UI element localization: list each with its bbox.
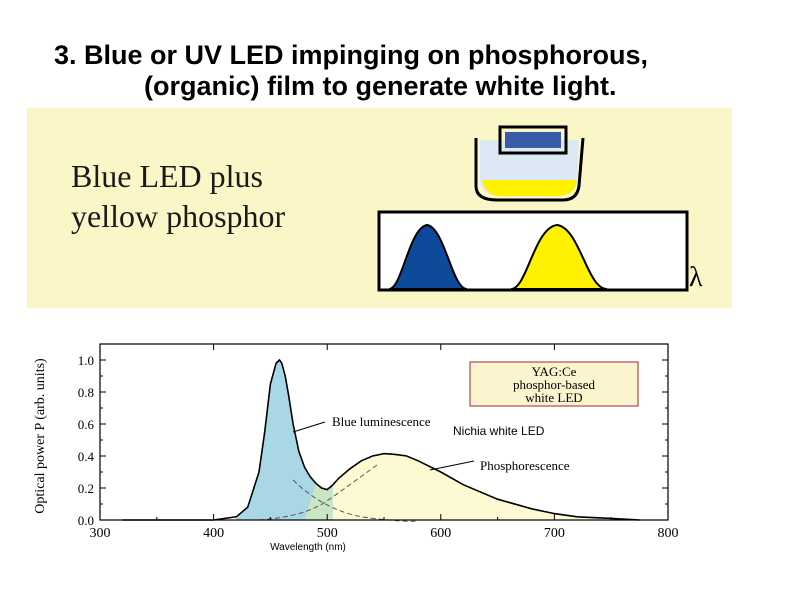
x-tick-label: 500 xyxy=(317,526,338,541)
y-tick-label: 0.0 xyxy=(78,513,94,528)
y-tick-label: 0.6 xyxy=(78,417,95,432)
led-caption-line-2: yellow phosphor xyxy=(71,198,286,234)
legend-box-line: phosphor-based xyxy=(513,377,596,392)
legend-box-line: YAG:Ce xyxy=(532,364,577,379)
spectrum-box: λ xyxy=(377,210,703,293)
x-tick-label: 700 xyxy=(544,526,565,541)
blue-annotation-leader xyxy=(292,421,326,433)
y-axis-label: Optical power P (arb. units) xyxy=(33,358,48,514)
spectrum-line xyxy=(122,358,640,521)
y-tick-label: 0.2 xyxy=(78,481,94,496)
y-tick-label: 0.4 xyxy=(78,449,95,464)
phosphorescence-label: Phosphorescence xyxy=(480,458,570,473)
y-tick-label: 0.8 xyxy=(78,385,94,400)
phosphor-annotation-leader xyxy=(429,460,475,471)
led-illustration-panel: Blue LED plus yellow phosphor λ xyxy=(27,108,732,308)
blue-luminescence-fill xyxy=(236,360,333,520)
led-chip xyxy=(505,132,561,148)
lambda-symbol: λ xyxy=(689,262,703,293)
title-line-1: 3. Blue or UV LED impinging on phosphoro… xyxy=(54,40,648,70)
phosphor-dashed-curve xyxy=(259,463,379,521)
led-caption: Blue LED plus yellow phosphor xyxy=(71,156,285,236)
legend-box xyxy=(469,361,639,407)
led-chip-frame xyxy=(498,125,568,155)
chart-plot: 300 400 500 600 700 800 0.0 0.2 0.4 0.6 0.8 1.0 Opti… xyxy=(33,343,679,553)
title-line-2: (organic) film to generate white light. xyxy=(144,71,617,101)
led-caption-line-1: Blue LED plus xyxy=(71,158,263,194)
x-tick-label: 400 xyxy=(203,526,224,541)
blue-dashed-curve xyxy=(292,479,419,522)
overlap-fill xyxy=(304,483,333,520)
y-tick-label: 1.0 xyxy=(78,353,94,368)
nichia-overlay-label: Nichia white LED xyxy=(453,424,545,438)
x-axis-label: Wavelength (nm) xyxy=(270,542,346,553)
led-diagram: λ xyxy=(377,125,703,293)
legend-box-line: white LED xyxy=(525,390,582,405)
blue-luminescence-label: Blue luminescence xyxy=(332,414,431,429)
x-tick-label: 300 xyxy=(90,526,111,541)
phosphor-layer xyxy=(482,180,577,196)
spectrum-chart: 300 400 500 600 700 800 0.0 0.2 0.4 0.6 0.8 1.0 Opti… xyxy=(33,343,679,553)
yellow-peak-icon xyxy=(510,223,608,290)
phosphorescence-fill xyxy=(304,453,640,520)
led-package-icon xyxy=(474,125,585,202)
x-tick-label: 600 xyxy=(430,526,451,541)
x-tick-label: 800 xyxy=(658,526,679,541)
blue-peak-icon xyxy=(388,223,468,290)
